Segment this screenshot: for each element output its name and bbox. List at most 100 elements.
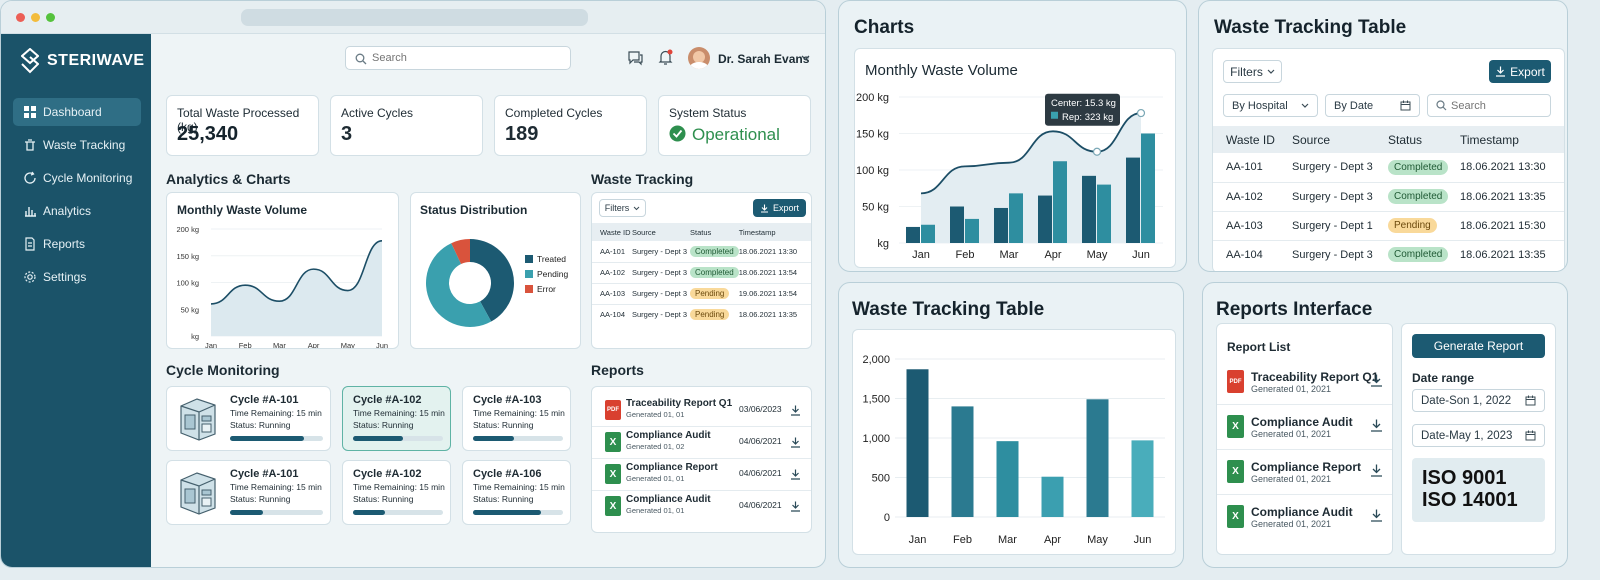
status-badge: Pending xyxy=(690,309,730,321)
table-row[interactable]: AA-102 Surgery - Dept 3 Completed 18.06.202… xyxy=(1213,182,1564,211)
bar xyxy=(994,207,1008,243)
panel-title: Reports Interface xyxy=(1216,299,1373,320)
sidebar-item-analytics[interactable]: Analytics xyxy=(13,197,141,225)
pdf-file-icon: PDF xyxy=(605,400,621,420)
brand-logo-icon xyxy=(21,48,39,74)
avatar[interactable] xyxy=(688,47,710,69)
y-tick-label: 150 kg xyxy=(176,252,199,261)
bell-icon[interactable] xyxy=(657,49,674,66)
excel-file-icon: X xyxy=(605,432,621,452)
sidebar-item-settings[interactable]: Settings xyxy=(13,263,141,291)
report-row[interactable]: X Compliance Audit Generated 01, 01 04/06/2… xyxy=(592,491,811,523)
iso-9001-text: ISO 9001 xyxy=(1422,467,1507,489)
download-icon[interactable] xyxy=(1370,464,1383,477)
column-header[interactable]: Waste ID xyxy=(600,227,631,237)
column-header[interactable]: Source xyxy=(632,227,656,237)
status-cell: Completed xyxy=(690,241,739,262)
search-input[interactable] xyxy=(372,50,562,66)
chevron-down-icon xyxy=(1301,103,1309,108)
column-header[interactable]: Timestamp xyxy=(1460,132,1519,147)
table-row[interactable]: AA-103 Surgery - Dept 3 Pending 19.06.2021 … xyxy=(592,283,811,304)
table-search-box[interactable] xyxy=(1427,94,1551,117)
report-list-item[interactable]: X Compliance Audit Generated 01, 2021 xyxy=(1217,405,1392,450)
table-row[interactable]: AA-104 Surgery - Dept 3 Pending 18.06.2021 … xyxy=(592,304,811,325)
cycle-card[interactable]: Cycle #A-106 Time Remaining: 15 min Status… xyxy=(462,460,571,525)
minimize-dot[interactable] xyxy=(31,13,40,22)
report-date: 04/06/2021 xyxy=(739,500,782,510)
sterilizer-machine-icon xyxy=(177,470,219,516)
report-title: Traceability Report Q1 xyxy=(1251,370,1379,384)
download-icon[interactable] xyxy=(1370,419,1383,432)
download-icon[interactable] xyxy=(1370,509,1383,522)
download-icon[interactable] xyxy=(790,499,801,512)
table-cell: AA-101 xyxy=(1226,161,1263,174)
cycle-card[interactable]: Cycle #A-101 Time Remaining: 15 min Status… xyxy=(166,386,331,451)
table-cell: Surgery - Dept 3 xyxy=(1292,161,1373,174)
y-tick-label: 200 kg xyxy=(176,225,199,234)
report-row[interactable]: X Compliance Report Generated 01, 01 04/06/… xyxy=(592,459,811,491)
filters-button[interactable]: Filters xyxy=(599,199,646,217)
maximize-dot[interactable] xyxy=(46,13,55,22)
report-list-item[interactable]: PDF Traceability Report Q1 Generated 01, 2… xyxy=(1217,360,1392,405)
reports-interface-panel: Reports Interface Report List PDF Traceab… xyxy=(1202,282,1568,568)
column-header[interactable]: Waste ID xyxy=(1226,132,1275,147)
download-icon[interactable] xyxy=(790,435,801,448)
legend-swatch xyxy=(525,285,533,293)
table-row[interactable]: AA-103 Surgery - Dept 1 Pending 18.06.2021 … xyxy=(1213,211,1564,240)
cycle-card[interactable]: Cycle #A-101 Time Remaining: 15 min Status… xyxy=(166,460,331,525)
chevron-down-icon[interactable] xyxy=(801,55,810,61)
close-dot[interactable] xyxy=(16,13,25,22)
report-row[interactable]: PDF Traceability Report Q1 Generated 01, 0… xyxy=(592,395,811,427)
table-row[interactable]: AA-104 Surgery - Dept 3 Completed 18.06.202… xyxy=(1213,240,1564,269)
download-icon[interactable] xyxy=(790,403,801,416)
download-icon[interactable] xyxy=(790,467,801,480)
table-row[interactable]: AA-101 Surgery - Dept 3 Completed 18.06.202… xyxy=(1213,153,1564,182)
column-header[interactable]: Timestamp xyxy=(738,227,776,237)
status-value: Operational xyxy=(692,125,780,144)
date-start-field[interactable]: Date-Son 1, 2022 xyxy=(1412,389,1545,412)
sidebar-item-reports[interactable]: Reports xyxy=(13,230,141,258)
column-header[interactable]: Source xyxy=(1292,132,1331,147)
bar xyxy=(996,441,1019,517)
download-icon[interactable] xyxy=(1370,374,1383,387)
y-tick-label: kg xyxy=(191,332,199,341)
legend-label: Error xyxy=(537,284,556,294)
column-header[interactable]: Status xyxy=(1388,132,1423,147)
date-end-field[interactable]: Date-May 1, 2023 xyxy=(1412,424,1545,447)
status-cell: Pending xyxy=(690,283,739,304)
column-header[interactable]: Status xyxy=(690,227,712,237)
by-hospital-select[interactable]: By Hospital xyxy=(1223,94,1318,117)
table-cell: AA-104 xyxy=(1226,248,1263,261)
report-list-item[interactable]: X Compliance Audit Generated 01, 2021 xyxy=(1217,495,1392,540)
user-name[interactable]: Dr. Sarah Evans xyxy=(718,52,810,66)
table-row[interactable]: AA-102 Surgery - Dept 3 Completed 18.06.202… xyxy=(592,262,811,283)
by-date-select[interactable]: By Date xyxy=(1325,94,1420,117)
address-bar[interactable] xyxy=(241,9,588,26)
sidebar-item-cycle-monitoring[interactable]: Cycle Monitoring xyxy=(13,164,141,192)
cycle-card[interactable]: Cycle #A-102 Time Remaining: 15 min Status… xyxy=(342,460,451,525)
filters-button[interactable]: Filters xyxy=(1223,60,1282,83)
export-button[interactable]: Export xyxy=(753,199,806,217)
search-box[interactable] xyxy=(345,46,571,70)
cycle-title: Cycle #A-101 xyxy=(230,394,299,406)
cycle-card[interactable]: Cycle #A-102 Time Remaining: 15 min Status… xyxy=(342,386,451,451)
chat-icon[interactable] xyxy=(627,50,644,66)
report-list-item[interactable]: X Compliance Report Generated 01, 2021 xyxy=(1217,450,1392,495)
cycle-card[interactable]: Cycle #A-103 Time Remaining: 15 min Status… xyxy=(462,386,571,451)
sidebar-item-label: Analytics xyxy=(43,204,92,218)
report-row[interactable]: X Compliance Audit Generated 01, 02 04/06/2… xyxy=(592,427,811,459)
table-cell: Surgery - Dept 3 xyxy=(632,268,688,277)
sidebar-item-waste-tracking[interactable]: Waste Tracking xyxy=(13,131,141,159)
bin-icon xyxy=(25,139,35,151)
charts-panel: Charts Monthly Waste Volume 200 kg 150 kg… xyxy=(838,0,1187,272)
table-search-input[interactable] xyxy=(1451,99,1546,112)
export-button[interactable]: Export xyxy=(1489,60,1551,83)
table-row[interactable]: AA-101 Surgery - Dept 3 Completed 18.06.202… xyxy=(592,241,811,262)
y-tick-label: 100 kg xyxy=(176,279,199,288)
cycle-icon xyxy=(24,171,36,184)
sidebar-item-dashboard[interactable]: Dashboard xyxy=(13,98,141,126)
check-circle-icon xyxy=(669,125,686,142)
bar xyxy=(906,369,929,517)
bar xyxy=(965,218,979,243)
generate-report-button[interactable]: Generate Report xyxy=(1412,334,1545,358)
